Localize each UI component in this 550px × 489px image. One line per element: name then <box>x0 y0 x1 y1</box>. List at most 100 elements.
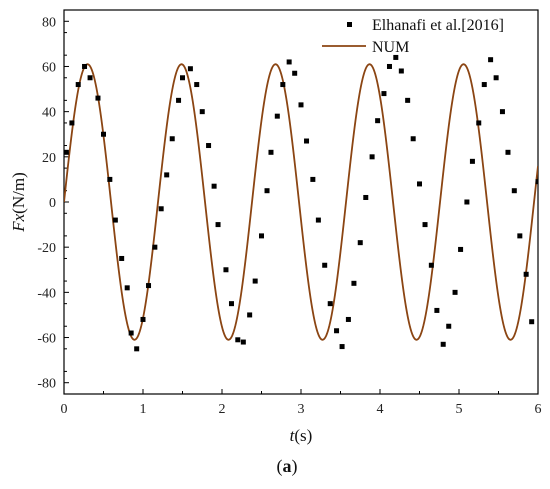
data-point <box>180 75 185 81</box>
data-point <box>529 319 535 325</box>
data-point <box>124 285 130 291</box>
x-tick-label: 0 <box>61 402 68 417</box>
data-point <box>146 283 152 289</box>
data-point <box>107 176 113 182</box>
data-point <box>535 179 538 185</box>
data-point <box>164 172 170 178</box>
x-tick-label: 2 <box>219 402 226 417</box>
x-axis-title: t(s) <box>290 426 313 445</box>
data-point <box>158 206 164 212</box>
x-tick-label: 3 <box>298 402 305 417</box>
data-point <box>410 136 416 142</box>
legend-label-num: NUM <box>372 39 409 56</box>
data-point <box>334 328 340 334</box>
data-point <box>393 54 399 60</box>
data-point <box>64 149 69 155</box>
data-point <box>240 339 246 345</box>
data-point <box>194 82 200 88</box>
x-tick-label: 5 <box>456 402 463 417</box>
data-point <box>493 75 499 81</box>
data-point <box>264 188 270 194</box>
data-point <box>428 262 434 268</box>
data-point <box>176 97 182 103</box>
data-point <box>247 312 253 318</box>
x-tick-label: 1 <box>140 402 147 417</box>
data-point <box>187 66 193 72</box>
data-point <box>517 233 523 239</box>
data-point <box>112 217 118 223</box>
data-point <box>69 120 75 126</box>
data-point <box>315 217 321 223</box>
data-point <box>215 222 221 228</box>
data-point <box>206 143 212 149</box>
data-point <box>75 82 81 88</box>
data-point <box>464 199 470 205</box>
data-point <box>87 75 93 81</box>
y-axis-title-var: Fx <box>9 213 28 232</box>
data-point <box>363 194 369 200</box>
panel-label-letter: a <box>283 456 292 476</box>
data-point <box>386 63 392 69</box>
data-point <box>511 188 517 194</box>
data-point <box>252 278 258 284</box>
y-tick-label: -80 <box>37 377 56 392</box>
x-tick-label: 4 <box>377 402 384 417</box>
data-point <box>345 316 351 322</box>
data-point <box>434 307 440 313</box>
x-axis-title-unit: (s) <box>294 426 312 445</box>
data-point <box>505 149 511 155</box>
data-point <box>140 316 146 322</box>
data-point <box>259 233 264 239</box>
data-point <box>422 222 428 228</box>
data-point <box>292 70 298 76</box>
data-point <box>228 301 234 307</box>
y-tick-label: 80 <box>42 15 56 30</box>
data-point <box>481 82 487 88</box>
data-point <box>417 181 422 187</box>
data-point <box>375 118 381 124</box>
data-point <box>469 158 475 164</box>
data-point <box>499 109 505 115</box>
legend-marker-elhanafi <box>347 22 352 27</box>
data-point <box>304 138 310 144</box>
y-tick-label: -20 <box>37 241 56 256</box>
data-point <box>476 120 482 126</box>
data-point <box>82 63 88 69</box>
x-tick-label: 6 <box>535 402 542 417</box>
y-axis-title: Fx(N/m) <box>9 172 28 232</box>
y-tick-label: 0 <box>49 196 56 211</box>
data-point <box>128 330 134 336</box>
legend-label-elhanafi: Elhanafi et al.[2016] <box>372 17 504 34</box>
data-point <box>119 255 125 261</box>
data-point <box>398 68 404 74</box>
data-point <box>440 341 446 347</box>
data-point <box>351 280 357 286</box>
legend: Elhanafi et al.[2016] NUM <box>322 17 504 56</box>
data-point <box>310 176 316 182</box>
data-point <box>235 337 241 343</box>
y-axis-ticks: -80 -60 -40 -20 0 20 40 60 80 <box>37 9 69 395</box>
data-point <box>169 136 175 142</box>
data-point <box>286 59 292 65</box>
data-point <box>274 113 280 119</box>
data-point <box>381 91 387 97</box>
x-axis-ticks: 0 1 2 3 4 5 6 <box>61 389 542 417</box>
data-point <box>211 183 217 189</box>
y-axis-title-unit: (N/m) <box>9 172 28 214</box>
data-point <box>488 57 494 63</box>
data-point <box>280 82 286 88</box>
data-point <box>134 346 140 352</box>
y-tick-label: 20 <box>42 151 56 166</box>
data-point <box>458 246 464 252</box>
data-point <box>357 240 363 246</box>
data-point <box>199 109 205 115</box>
data-point <box>268 149 274 155</box>
panel-label: (a) <box>277 456 298 477</box>
data-point <box>223 267 229 273</box>
data-point <box>101 131 106 137</box>
data-point <box>369 154 375 160</box>
data-point <box>327 301 333 307</box>
data-point <box>322 262 328 268</box>
y-tick-label: 40 <box>42 106 56 121</box>
elhanafi-points-group <box>64 54 538 352</box>
